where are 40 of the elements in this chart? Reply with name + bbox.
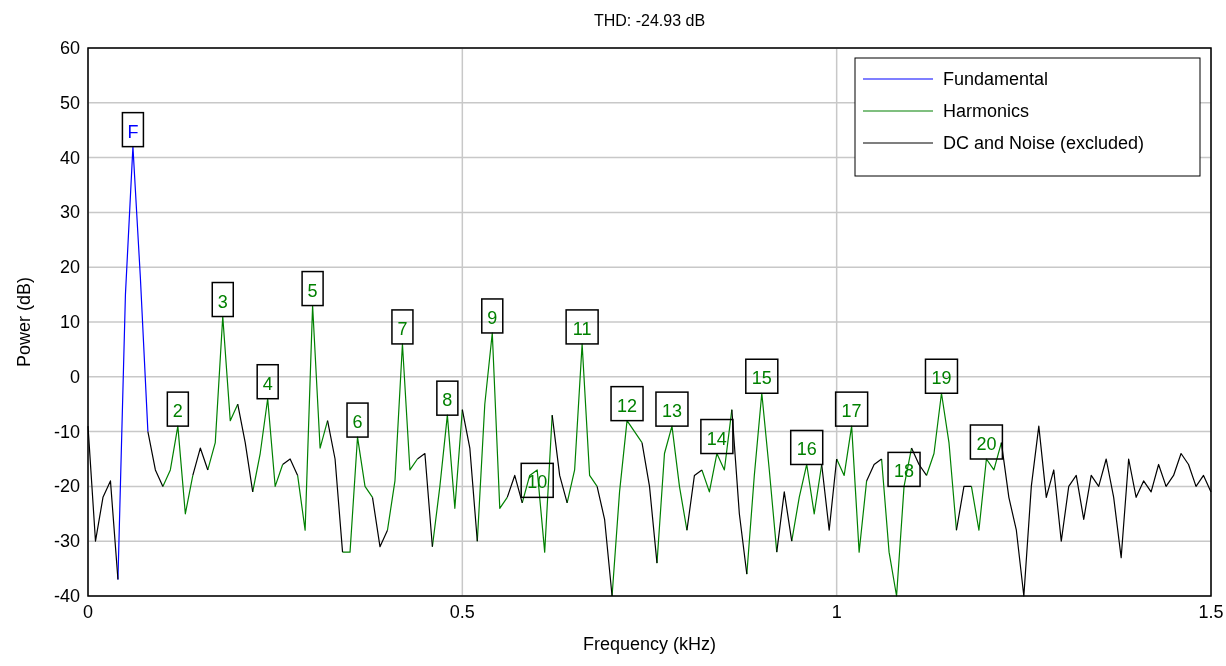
y-tick-label: -10 bbox=[53, 421, 80, 442]
y-tick-label: -30 bbox=[53, 531, 80, 552]
legend-label: DC and Noise (excluded) bbox=[943, 133, 1145, 153]
annotation: 14 bbox=[706, 428, 727, 449]
annotation: 11 bbox=[572, 318, 592, 339]
annotation: 16 bbox=[796, 439, 817, 460]
y-tick-label: 50 bbox=[59, 92, 80, 113]
chart-title: THD: -24.93 dB bbox=[593, 12, 706, 29]
x-tick-label: 1.5 bbox=[1198, 602, 1224, 622]
y-tick-label: 40 bbox=[59, 147, 80, 168]
annotation: F bbox=[127, 121, 139, 142]
line-series bbox=[117, 146, 149, 581]
x-tick-label: 1 bbox=[831, 602, 842, 622]
y-tick-label: 10 bbox=[59, 312, 80, 332]
annotation: 20 bbox=[976, 434, 997, 454]
annotation: 4 bbox=[262, 373, 273, 394]
annotation: 13 bbox=[661, 401, 682, 422]
y-tick-label: -20 bbox=[53, 476, 80, 497]
annotation: 19 bbox=[931, 368, 952, 389]
annotation: 3 bbox=[217, 291, 228, 312]
annotation: 2 bbox=[172, 401, 183, 422]
annotation: 7 bbox=[397, 318, 408, 339]
annotation: 12 bbox=[617, 395, 638, 416]
legend-label: Harmonics bbox=[943, 101, 1030, 121]
y-tick-label: 20 bbox=[59, 257, 80, 278]
y-axis-title: Power (dB) bbox=[14, 276, 34, 368]
annotation: 17 bbox=[841, 401, 862, 422]
annotation: 8 bbox=[442, 390, 453, 411]
y-tick-label: -40 bbox=[53, 586, 80, 606]
legend-label: Fundamental bbox=[943, 69, 1049, 89]
x-tick-label: 0 bbox=[82, 602, 94, 622]
y-tick-label: 30 bbox=[59, 202, 80, 223]
annotation: 9 bbox=[487, 307, 498, 328]
y-tick-label: 60 bbox=[59, 38, 80, 58]
annotation: 5 bbox=[307, 280, 318, 301]
x-axis-title: Frequency (kHz) bbox=[582, 634, 717, 654]
annotation: 15 bbox=[751, 368, 772, 389]
x-tick-label: 0.5 bbox=[449, 602, 475, 622]
annotation: 6 bbox=[352, 412, 363, 433]
y-tick-label: 0 bbox=[69, 366, 80, 387]
